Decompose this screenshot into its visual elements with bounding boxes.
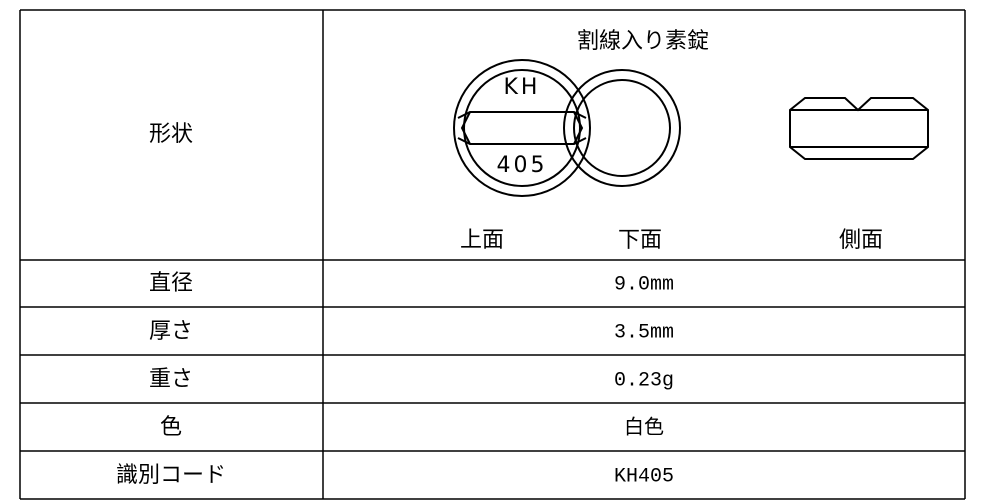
imprint: 405: [497, 153, 548, 178]
row-value: 3.5mm: [614, 321, 674, 344]
row-value: 9.0mm: [614, 273, 674, 296]
row-label: 形状: [149, 122, 193, 147]
row-value: KH405: [614, 465, 674, 488]
row-label: 色: [160, 415, 182, 440]
pill-side-view: [789, 97, 929, 160]
view-label: 下面: [618, 228, 662, 253]
row-label: 識別コード: [116, 463, 226, 488]
view-label: 上面: [460, 228, 504, 253]
row-label: 重さ: [149, 367, 193, 392]
row-value: 白色: [624, 415, 664, 440]
description: 割線入り素錠: [577, 29, 709, 54]
row-label: 厚さ: [149, 319, 193, 344]
pill-bottom-view: [563, 69, 681, 187]
row-label: 直径: [149, 271, 193, 296]
view-label: 側面: [839, 228, 883, 253]
pill-top-view: KH 405: [453, 59, 591, 197]
row-value: 0.23g: [614, 369, 674, 392]
imprint: KH: [504, 75, 541, 100]
table-grid: [19, 9, 966, 500]
